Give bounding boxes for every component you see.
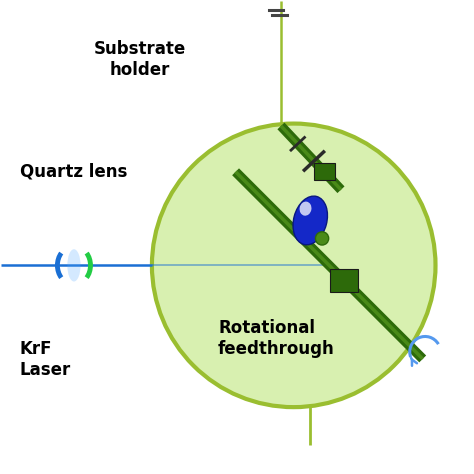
Ellipse shape <box>300 201 311 216</box>
Circle shape <box>152 124 436 407</box>
Ellipse shape <box>67 249 81 282</box>
Ellipse shape <box>293 196 328 245</box>
Text: Substrate
holder: Substrate holder <box>94 40 186 79</box>
FancyBboxPatch shape <box>330 268 358 292</box>
Circle shape <box>316 232 328 245</box>
FancyBboxPatch shape <box>314 164 335 181</box>
Text: KrF
Laser: KrF Laser <box>19 340 71 379</box>
Text: Rotational
feedthrough: Rotational feedthrough <box>218 319 335 358</box>
Text: Quartz lens: Quartz lens <box>19 163 127 181</box>
